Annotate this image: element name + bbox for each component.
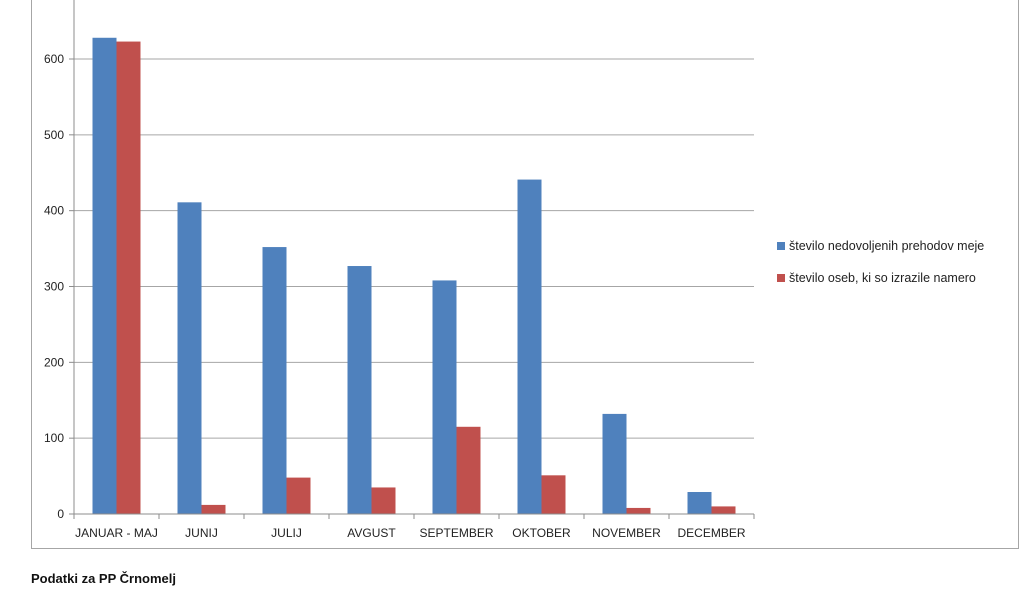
bars — [92, 37, 736, 515]
x-tick-label: SEPTEMBER — [419, 526, 493, 540]
x-tick-label: JANUAR - MAJ — [75, 526, 158, 540]
bar-series-1 — [262, 247, 287, 515]
x-tick-label: NOVEMBER — [592, 526, 661, 540]
y-tick-label: 400 — [44, 204, 64, 218]
bar-series-1 — [177, 202, 202, 514]
gridlines — [74, 58, 754, 439]
legend-swatch-series-1 — [777, 242, 785, 250]
legend-item-series-1: število nedovoljenih prehodov meje — [777, 236, 984, 256]
legend: število nedovoljenih prehodov meje števi… — [777, 236, 984, 300]
x-axis-ticks: JANUAR - MAJ JUNIJ JULIJ AVGUST SEPTEMBER OKT… — [73, 514, 755, 540]
bar-series-2 — [456, 426, 481, 514]
x-tick-label: JUNIJ — [185, 526, 218, 540]
bar-series-1 — [517, 179, 542, 514]
bar-series-2 — [541, 475, 566, 514]
bar-series-1 — [602, 413, 627, 514]
chart-caption: Podatki za PP Črnomelj — [31, 571, 176, 586]
x-tick-label: JULIJ — [271, 526, 302, 540]
axes — [73, 0, 754, 515]
y-tick-label: 600 — [44, 52, 64, 66]
bar-series-2 — [711, 506, 736, 514]
x-tick-label: AVGUST — [347, 526, 396, 540]
bar-chart: 0 100 200 300 400 500 600 JANUAR - MAJ JUNIJ JUL… — [44, 0, 755, 540]
bar-series-1 — [92, 37, 117, 515]
y-tick-label: 100 — [44, 431, 64, 445]
y-tick-label: 0 — [57, 507, 64, 521]
bar-series-2 — [371, 487, 396, 514]
bar-series-1 — [687, 492, 712, 514]
y-tick-label: 500 — [44, 128, 64, 142]
bar-series-1 — [432, 280, 457, 514]
bar-series-2 — [201, 504, 226, 514]
legend-label-series-1: število nedovoljenih prehodov meje — [789, 239, 985, 253]
y-tick-label: 300 — [44, 280, 64, 294]
chart-frame — [31, 0, 1019, 549]
y-axis-ticks: 0 100 200 300 400 500 600 — [44, 52, 74, 521]
bar-series-2 — [286, 477, 311, 514]
legend-item-series-2: število oseb, ki so izrazile namero — [777, 268, 984, 288]
legend-swatch-series-2 — [777, 274, 785, 282]
y-tick-label: 200 — [44, 355, 64, 369]
bar-series-1 — [347, 266, 372, 514]
bar-series-2 — [116, 41, 141, 514]
x-tick-label: OKTOBER — [512, 526, 571, 540]
legend-label-series-2: število oseb, ki so izrazile namero — [789, 271, 976, 285]
bar-series-2 — [626, 507, 651, 514]
x-tick-label: DECEMBER — [677, 526, 745, 540]
